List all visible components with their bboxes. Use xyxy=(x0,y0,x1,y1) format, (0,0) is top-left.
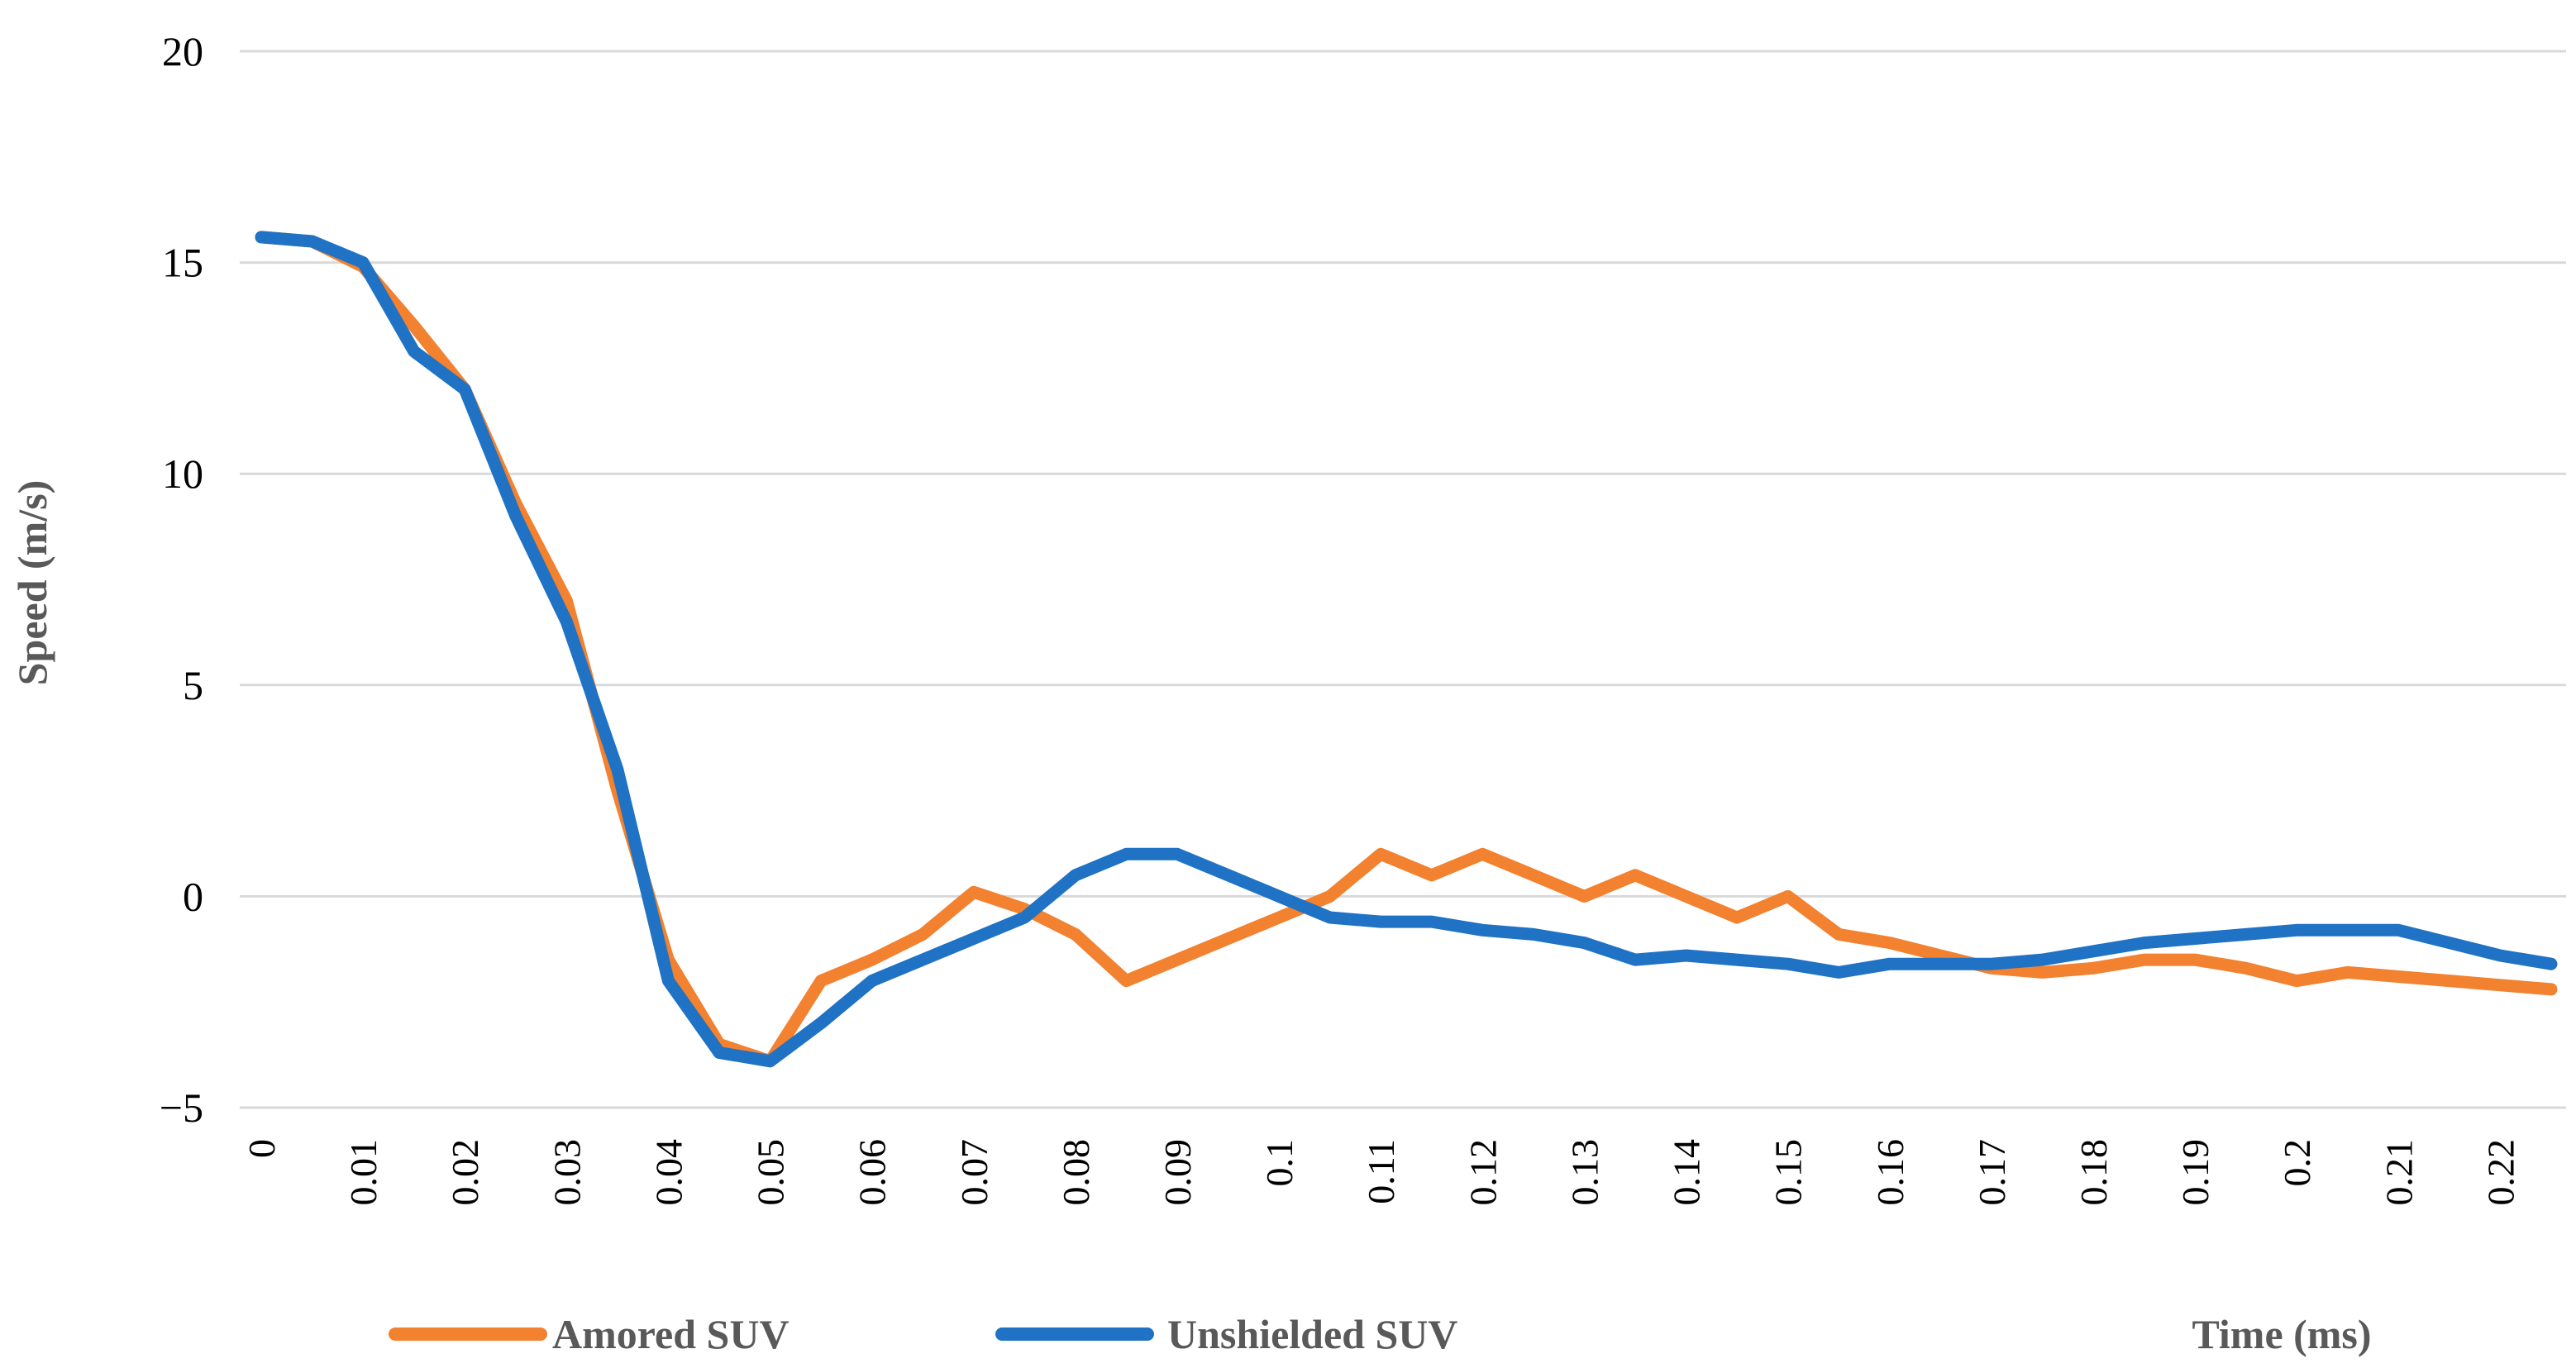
y-tick-label: 0 xyxy=(183,873,203,919)
x-tick-label: 0.17 xyxy=(1971,1139,2013,1206)
x-tick-label: 0.14 xyxy=(1666,1139,1708,1206)
x-axis-ticks: 0 0.01 0.02 0.03 0.04 0.05 0.06 0.07 0.08 0.09 0.1… xyxy=(241,1139,2521,1206)
x-tick-label: 0.09 xyxy=(1157,1139,1199,1206)
gridlines xyxy=(240,50,2566,1109)
y-tick-label: 15 xyxy=(162,240,203,286)
x-tick-label: 0.12 xyxy=(1462,1139,1504,1206)
x-tick-label: 0.01 xyxy=(342,1139,384,1206)
series-line-unshielded-suv xyxy=(255,231,2558,1068)
x-tick-label: 0.08 xyxy=(1055,1139,1097,1206)
series-lines xyxy=(255,231,2558,1068)
x-tick-label: 0.02 xyxy=(444,1139,486,1206)
x-tick-label: 0.05 xyxy=(750,1139,792,1206)
x-tick-label: 0.18 xyxy=(2073,1139,2115,1206)
x-tick-label: 0.21 xyxy=(2378,1139,2420,1206)
x-tick-label: 0.13 xyxy=(1563,1139,1605,1206)
x-tick-label: 0.07 xyxy=(953,1139,995,1206)
x-tick-label: 0.19 xyxy=(2174,1139,2216,1206)
legend: Amored SUV Unshielded SUV xyxy=(389,1311,1458,1357)
legend-label: Amored SUV xyxy=(552,1311,789,1357)
x-tick-label: 0.06 xyxy=(852,1139,894,1206)
x-tick-label: 0.1 xyxy=(1258,1139,1300,1187)
y-tick-label: 10 xyxy=(162,450,203,497)
x-tick-label: 0.11 xyxy=(1360,1139,1402,1204)
y-tick-label: 20 xyxy=(162,28,203,74)
y-axis-ticks: −5 0 5 10 15 20 xyxy=(160,28,203,1131)
x-tick-label: 0 xyxy=(241,1139,283,1158)
x-tick-label: 0.22 xyxy=(2479,1139,2521,1206)
y-axis-title: Speed (m/s) xyxy=(9,480,55,686)
x-tick-label: 0.16 xyxy=(1869,1139,1911,1206)
x-tick-label: 0.15 xyxy=(1767,1139,1810,1206)
x-tick-label: 0.2 xyxy=(2276,1139,2318,1187)
x-tick-label: 0.04 xyxy=(647,1139,689,1206)
x-tick-label: 0.03 xyxy=(546,1139,588,1206)
x-axis-title: Time (ms) xyxy=(2192,1311,2371,1357)
legend-label: Unshielded SUV xyxy=(1167,1311,1458,1357)
y-tick-label: −5 xyxy=(160,1084,203,1131)
y-tick-label: 5 xyxy=(183,662,203,708)
